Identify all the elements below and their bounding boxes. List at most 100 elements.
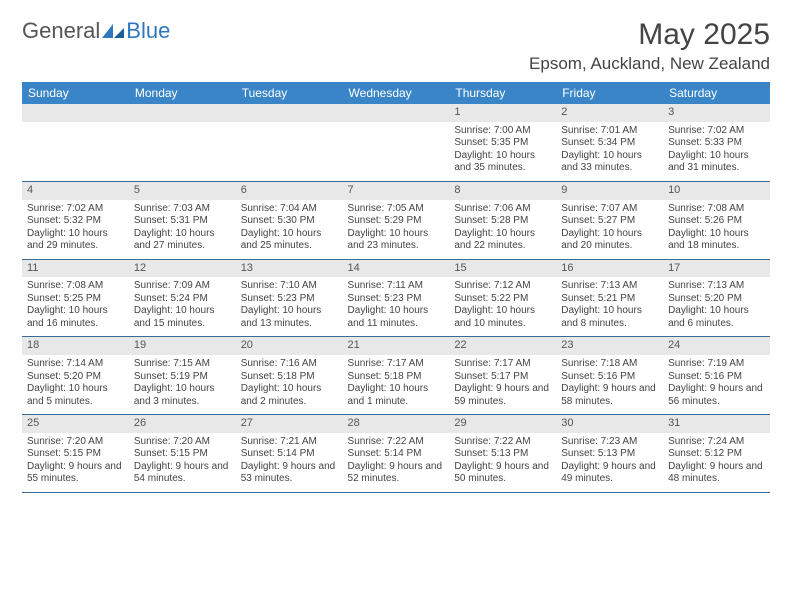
day-number bbox=[129, 104, 236, 122]
sunrise-text: Sunrise: 7:05 AM bbox=[348, 203, 445, 216]
title-block: May 2025 Epsom, Auckland, New Zealand bbox=[529, 18, 770, 74]
daylight-text: Daylight: 10 hours and 16 minutes. bbox=[27, 305, 124, 330]
day-body: Sunrise: 7:22 AMSunset: 5:14 PMDaylight:… bbox=[343, 433, 450, 492]
calendar-day-cell: 7 Sunrise: 7:05 AMSunset: 5:29 PMDaylight… bbox=[343, 181, 450, 259]
day-number: 12 bbox=[129, 260, 236, 278]
calendar-day-cell: 19Sunrise: 7:15 AMSunset: 5:19 PMDayligh… bbox=[129, 337, 236, 415]
calendar-day-cell: 15Sunrise: 7:12 AMSunset: 5:22 PMDayligh… bbox=[449, 259, 556, 337]
day-number: 8 bbox=[449, 182, 556, 200]
day-body: Sunrise: 7:08 AMSunset: 5:25 PMDaylight:… bbox=[22, 277, 129, 336]
daylight-text: Daylight: 10 hours and 22 minutes. bbox=[454, 228, 551, 253]
day-number: 23 bbox=[556, 337, 663, 355]
day-body bbox=[129, 122, 236, 131]
calendar-day-cell: 28Sunrise: 7:22 AMSunset: 5:14 PMDayligh… bbox=[343, 415, 450, 493]
calendar-day-cell: 2Sunrise: 7:01 AMSunset: 5:34 PMDaylight… bbox=[556, 104, 663, 181]
daylight-text: Daylight: 10 hours and 20 minutes. bbox=[561, 228, 658, 253]
calendar-day-cell bbox=[343, 104, 450, 181]
sunrise-text: Sunrise: 7:22 AM bbox=[348, 436, 445, 449]
location-label: Epsom, Auckland, New Zealand bbox=[529, 54, 770, 74]
calendar-day-cell: 9Sunrise: 7:07 AMSunset: 5:27 PMDaylight… bbox=[556, 181, 663, 259]
daylight-text: Daylight: 10 hours and 5 minutes. bbox=[27, 383, 124, 408]
calendar-day-cell bbox=[22, 104, 129, 181]
day-number bbox=[236, 104, 343, 122]
calendar-day-cell: 5Sunrise: 7:03 AMSunset: 5:31 PMDaylight… bbox=[129, 181, 236, 259]
sunset-text: Sunset: 5:27 PM bbox=[561, 215, 658, 228]
calendar-table: Sunday Monday Tuesday Wednesday Thursday… bbox=[22, 82, 770, 493]
calendar-day-cell: 4Sunrise: 7:02 AMSunset: 5:32 PMDaylight… bbox=[22, 181, 129, 259]
calendar-day-cell: 30Sunrise: 7:23 AMSunset: 5:13 PMDayligh… bbox=[556, 415, 663, 493]
sunrise-text: Sunrise: 7:20 AM bbox=[134, 436, 231, 449]
sunrise-text: Sunrise: 7:17 AM bbox=[454, 358, 551, 371]
sunset-text: Sunset: 5:29 PM bbox=[348, 215, 445, 228]
daylight-text: Daylight: 9 hours and 59 minutes. bbox=[454, 383, 551, 408]
sunset-text: Sunset: 5:23 PM bbox=[241, 293, 338, 306]
daylight-text: Daylight: 10 hours and 6 minutes. bbox=[668, 305, 765, 330]
sunrise-text: Sunrise: 7:17 AM bbox=[348, 358, 445, 371]
day-body bbox=[236, 122, 343, 131]
day-number: 25 bbox=[22, 415, 129, 433]
daylight-text: Daylight: 10 hours and 35 minutes. bbox=[454, 150, 551, 175]
calendar-day-cell: 8 Sunrise: 7:06 AMSunset: 5:28 PMDaylight… bbox=[449, 181, 556, 259]
day-number: 3 bbox=[663, 104, 770, 122]
sunset-text: Sunset: 5:19 PM bbox=[134, 371, 231, 384]
sunrise-text: Sunrise: 7:21 AM bbox=[241, 436, 338, 449]
daylight-text: Daylight: 9 hours and 52 minutes. bbox=[348, 461, 445, 486]
weekday-header: Saturday bbox=[663, 82, 770, 104]
daylight-text: Daylight: 10 hours and 13 minutes. bbox=[241, 305, 338, 330]
sunset-text: Sunset: 5:22 PM bbox=[454, 293, 551, 306]
day-body: Sunrise: 7:22 AMSunset: 5:13 PMDaylight:… bbox=[449, 433, 556, 492]
sunset-text: Sunset: 5:15 PM bbox=[134, 448, 231, 461]
calendar-day-cell: 18Sunrise: 7:14 AMSunset: 5:20 PMDayligh… bbox=[22, 337, 129, 415]
day-body: Sunrise: 7:20 AMSunset: 5:15 PMDaylight:… bbox=[129, 433, 236, 492]
weekday-header: Monday bbox=[129, 82, 236, 104]
sunrise-text: Sunrise: 7:01 AM bbox=[561, 125, 658, 138]
sunrise-text: Sunrise: 7:09 AM bbox=[134, 280, 231, 293]
day-number: 29 bbox=[449, 415, 556, 433]
sunrise-text: Sunrise: 7:04 AM bbox=[241, 203, 338, 216]
sunset-text: Sunset: 5:24 PM bbox=[134, 293, 231, 306]
day-body: Sunrise: 7:24 AMSunset: 5:12 PMDaylight:… bbox=[663, 433, 770, 492]
day-body: Sunrise: 7:10 AMSunset: 5:23 PMDaylight:… bbox=[236, 277, 343, 336]
calendar-day-cell bbox=[236, 104, 343, 181]
calendar-day-cell: 14Sunrise: 7:11 AMSunset: 5:23 PMDayligh… bbox=[343, 259, 450, 337]
sunrise-text: Sunrise: 7:15 AM bbox=[134, 358, 231, 371]
sunset-text: Sunset: 5:25 PM bbox=[27, 293, 124, 306]
day-number: 21 bbox=[343, 337, 450, 355]
daylight-text: Daylight: 10 hours and 23 minutes. bbox=[348, 228, 445, 253]
sunrise-text: Sunrise: 7:00 AM bbox=[454, 125, 551, 138]
calendar-day-cell: 22Sunrise: 7:17 AMSunset: 5:17 PMDayligh… bbox=[449, 337, 556, 415]
sunrise-text: Sunrise: 7:14 AM bbox=[27, 358, 124, 371]
sunrise-text: Sunrise: 7:06 AM bbox=[454, 203, 551, 216]
sunrise-text: Sunrise: 7:13 AM bbox=[561, 280, 658, 293]
sunrise-text: Sunrise: 7:18 AM bbox=[561, 358, 658, 371]
day-body: Sunrise: 7:17 AMSunset: 5:18 PMDaylight:… bbox=[343, 355, 450, 414]
day-number: 7 bbox=[343, 182, 450, 200]
sunrise-text: Sunrise: 7:10 AM bbox=[241, 280, 338, 293]
day-body: Sunrise: 7:15 AMSunset: 5:19 PMDaylight:… bbox=[129, 355, 236, 414]
sunrise-text: Sunrise: 7:22 AM bbox=[454, 436, 551, 449]
sunset-text: Sunset: 5:21 PM bbox=[561, 293, 658, 306]
day-number: 27 bbox=[236, 415, 343, 433]
daylight-text: Daylight: 9 hours and 58 minutes. bbox=[561, 383, 658, 408]
day-body: Sunrise: 7:17 AMSunset: 5:17 PMDaylight:… bbox=[449, 355, 556, 414]
day-number: 18 bbox=[22, 337, 129, 355]
daylight-text: Daylight: 9 hours and 49 minutes. bbox=[561, 461, 658, 486]
day-number: 17 bbox=[663, 260, 770, 278]
day-body: Sunrise: 7:12 AMSunset: 5:22 PMDaylight:… bbox=[449, 277, 556, 336]
sunset-text: Sunset: 5:23 PM bbox=[348, 293, 445, 306]
calendar-day-cell: 24Sunrise: 7:19 AMSunset: 5:16 PMDayligh… bbox=[663, 337, 770, 415]
calendar-day-cell: 20Sunrise: 7:16 AMSunset: 5:18 PMDayligh… bbox=[236, 337, 343, 415]
calendar-week-row: 4Sunrise: 7:02 AMSunset: 5:32 PMDaylight… bbox=[22, 181, 770, 259]
sunset-text: Sunset: 5:28 PM bbox=[454, 215, 551, 228]
sunset-text: Sunset: 5:13 PM bbox=[561, 448, 658, 461]
calendar-day-cell: 12Sunrise: 7:09 AMSunset: 5:24 PMDayligh… bbox=[129, 259, 236, 337]
day-body: Sunrise: 7:13 AMSunset: 5:21 PMDaylight:… bbox=[556, 277, 663, 336]
calendar-day-cell: 13Sunrise: 7:10 AMSunset: 5:23 PMDayligh… bbox=[236, 259, 343, 337]
day-number: 22 bbox=[449, 337, 556, 355]
weekday-header: Thursday bbox=[449, 82, 556, 104]
weekday-header: Sunday bbox=[22, 82, 129, 104]
sunrise-text: Sunrise: 7:11 AM bbox=[348, 280, 445, 293]
daylight-text: Daylight: 9 hours and 53 minutes. bbox=[241, 461, 338, 486]
day-body: Sunrise: 7:09 AMSunset: 5:24 PMDaylight:… bbox=[129, 277, 236, 336]
daylight-text: Daylight: 10 hours and 27 minutes. bbox=[134, 228, 231, 253]
